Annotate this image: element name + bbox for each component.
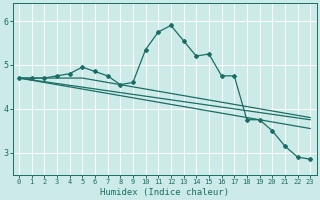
X-axis label: Humidex (Indice chaleur): Humidex (Indice chaleur) (100, 188, 229, 197)
